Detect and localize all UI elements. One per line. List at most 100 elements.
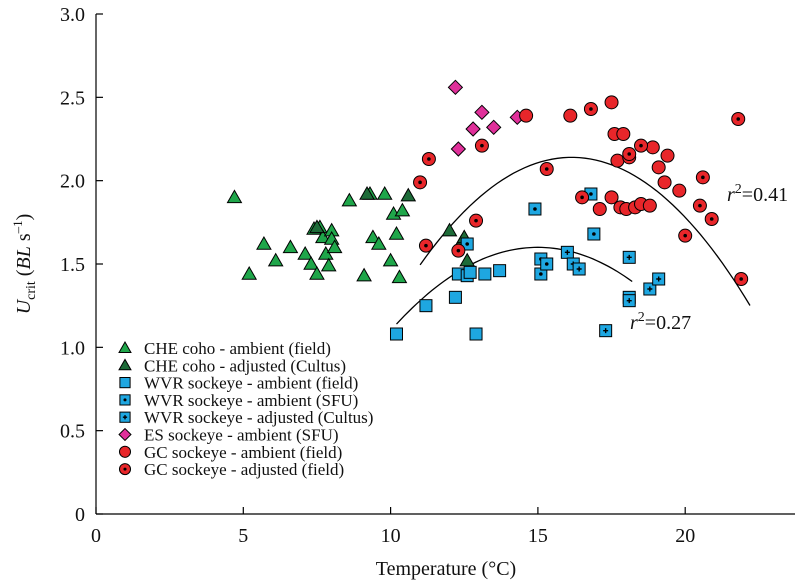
data-point — [303, 255, 319, 270]
data-point — [622, 250, 636, 264]
legend-marker — [118, 427, 132, 442]
data-point — [583, 102, 598, 116]
data-point — [365, 229, 381, 244]
legend-label: CHE coho - ambient (field) — [144, 339, 331, 358]
triangle-marker — [317, 245, 334, 260]
data-point — [320, 257, 337, 272]
data-point — [672, 183, 687, 198]
data-point — [469, 213, 484, 228]
legend-label: GC sockeye - ambient (field) — [144, 443, 342, 462]
y-axis-label: Ucrit (BL s–1) — [10, 214, 39, 315]
center-cross — [626, 298, 632, 304]
data-point — [370, 235, 387, 250]
data-point — [622, 294, 636, 308]
square-marker — [469, 327, 483, 341]
circle-marker — [118, 445, 132, 458]
data-point — [486, 119, 502, 136]
triangle-marker — [441, 222, 458, 237]
wvr-fit-curve — [396, 246, 633, 325]
center-dot — [465, 242, 469, 246]
y-tick-label: 3.0 — [60, 4, 85, 26]
center-cross — [656, 276, 662, 282]
circle-marker — [604, 95, 619, 110]
diamond-marker — [474, 104, 490, 121]
data-point — [359, 185, 375, 200]
data-point — [388, 225, 405, 240]
center-dot — [418, 180, 422, 185]
triangle-marker — [326, 239, 343, 254]
circle-marker — [604, 190, 619, 205]
diamond-marker — [118, 427, 132, 442]
triangle-marker — [388, 225, 405, 240]
triangle-marker — [118, 358, 132, 371]
center-cross — [564, 249, 570, 255]
triangle-marker — [359, 185, 375, 200]
center-dot — [123, 467, 127, 471]
wvr-r2-label: r2=0.27 — [630, 310, 691, 334]
square-marker — [119, 377, 131, 389]
data-point — [642, 198, 657, 213]
triangle-marker — [226, 189, 243, 204]
triangle-marker — [303, 255, 319, 270]
data-point — [448, 290, 462, 304]
data-point — [645, 140, 660, 155]
triangle-marker — [365, 229, 381, 244]
data-point — [731, 112, 746, 126]
y-tick-label: 0 — [75, 504, 85, 526]
data-point — [418, 238, 433, 253]
data-point — [643, 282, 657, 296]
data-point — [241, 265, 258, 280]
triangle-marker — [309, 219, 325, 234]
y-tick-label: 1.5 — [60, 254, 85, 276]
data-point — [451, 243, 466, 258]
data-point — [441, 222, 458, 237]
data-points — [226, 79, 749, 341]
data-point — [474, 104, 490, 121]
legend-marker — [118, 358, 132, 371]
x-tick-label: 10 — [381, 525, 401, 547]
data-point — [341, 192, 358, 207]
center-dot — [701, 175, 705, 180]
data-point — [634, 138, 649, 153]
data-point — [400, 187, 417, 202]
data-point — [704, 212, 719, 226]
center-cross — [626, 254, 632, 260]
triangle-marker — [118, 341, 132, 353]
data-point — [463, 265, 477, 279]
series-0 — [226, 185, 411, 284]
circle-marker — [616, 127, 631, 141]
center-cross — [647, 286, 653, 292]
data-point — [317, 245, 334, 260]
data-point — [382, 252, 399, 267]
legend-entry: CHE coho - ambient (field) — [118, 339, 331, 358]
x-tick-label: 20 — [675, 525, 695, 547]
center-dot — [424, 243, 428, 248]
center-dot — [639, 143, 643, 148]
center-dot — [544, 262, 549, 266]
center-dot — [736, 117, 741, 121]
series-3 — [460, 187, 601, 281]
triangle-marker — [376, 185, 393, 200]
data-point — [652, 272, 666, 286]
triangle-marker — [297, 245, 314, 260]
data-point — [391, 269, 408, 284]
diamond-marker — [486, 119, 502, 136]
center-dot — [427, 157, 431, 161]
legend-marker — [118, 445, 132, 458]
series-5 — [447, 79, 525, 157]
data-point — [540, 257, 554, 271]
circle-marker — [563, 108, 578, 123]
data-point — [450, 141, 467, 157]
data-point — [604, 190, 619, 205]
data-point — [534, 267, 548, 281]
square-marker — [448, 290, 462, 304]
triangle-marker — [309, 265, 325, 280]
data-point — [389, 327, 403, 341]
data-point — [587, 227, 601, 241]
data-point — [465, 121, 481, 137]
legend-label: GC sockeye - adjusted (field) — [144, 460, 344, 479]
center-dot — [683, 233, 687, 238]
circle-marker — [651, 160, 666, 175]
circle-marker — [592, 202, 607, 216]
triangle-marker — [382, 252, 399, 267]
